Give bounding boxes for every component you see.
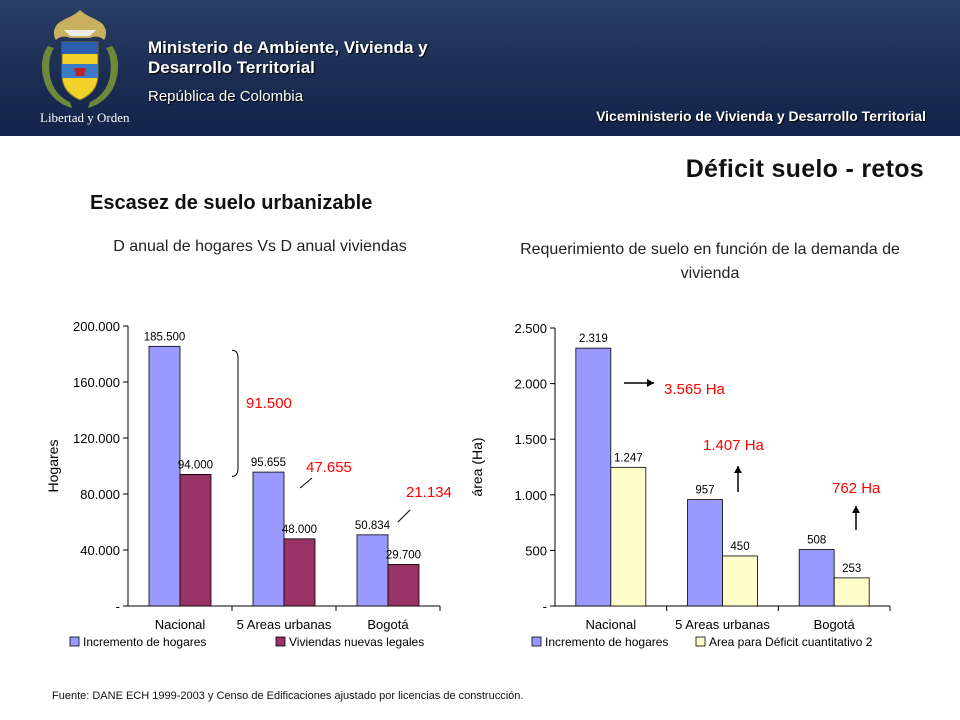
- header-banner: Libertad y Orden Ministerio de Ambiente,…: [0, 0, 960, 136]
- land-annotation: 762 Ha: [832, 480, 881, 497]
- legend-label: Area para Déficit cuantitativo 2: [709, 635, 873, 649]
- y-tick-label: 2.000: [514, 377, 547, 392]
- x-tick-label: Bogotá: [367, 617, 409, 632]
- bar-value-label: 450: [730, 541, 749, 553]
- y-tick-label: 80.000: [80, 487, 120, 502]
- right-chart-title: Requerimiento de suelo en función de la …: [520, 241, 900, 282]
- legend-label: Viviendas nuevas legales: [289, 635, 424, 649]
- land-annotation: 3.565 Ha: [664, 381, 726, 398]
- bar-series2: [387, 564, 420, 607]
- legend-swatch: [695, 636, 706, 647]
- y-tick-label: 2.500: [514, 321, 547, 336]
- difference-annotation: 47.655: [306, 459, 352, 476]
- y-axis-title: área (Ha): [470, 437, 485, 496]
- bar-value-label: 48.000: [282, 524, 317, 536]
- bar-series1: [356, 534, 389, 607]
- crest-caption: Libertad y Orden: [40, 110, 130, 125]
- slide-title: Déficit suelo - retos: [685, 155, 924, 183]
- coat-of-arms-logo: [42, 10, 118, 108]
- bar-value-label: 50.834: [355, 520, 391, 532]
- arrow-head: [852, 506, 860, 513]
- y-tick-label: -: [543, 599, 547, 614]
- bar-series1: [252, 471, 285, 607]
- y-tick-label: -: [116, 599, 120, 614]
- bar-series2: [833, 577, 870, 607]
- households-vs-housing-chart: - 40.000 80.000 120.000 160.000 200.000 Hogare…: [45, 319, 452, 649]
- bar-series1: [687, 499, 723, 607]
- ministry-line-1: Ministerio de Ambiente, Vivienda y: [148, 38, 428, 57]
- bar-value-label: 185.500: [144, 331, 186, 343]
- ministry-line-2: Desarrollo Territorial: [148, 58, 315, 77]
- bar-value-label: 508: [807, 535, 826, 547]
- republic-name: República de Colombia: [148, 88, 304, 105]
- arrow-head: [734, 466, 742, 473]
- difference-bracket: [231, 349, 239, 477]
- bar-value-label: 29.700: [386, 549, 421, 561]
- y-tick-label: 1.500: [514, 432, 547, 447]
- annotation-leader-line: [397, 509, 411, 523]
- source-note: Fuente: DANE ECH 1999-2003 y Censo de Ed…: [52, 690, 524, 702]
- legend-label: Incremento de hogares: [83, 635, 206, 649]
- y-tick-label: 40.000: [80, 543, 120, 558]
- bar-series1: [148, 345, 181, 607]
- bar-value-label: 2.319: [579, 333, 608, 345]
- y-tick-label: 500: [525, 543, 547, 558]
- bar-series1: [798, 549, 835, 607]
- legend-swatch: [275, 636, 286, 647]
- bar-series2: [722, 555, 758, 607]
- legend-swatch: [531, 636, 542, 647]
- bar-series2: [610, 466, 647, 607]
- y-tick-label: 120.000: [73, 431, 120, 446]
- legend-label: Incremento de hogares: [545, 635, 668, 649]
- land-requirement-chart: - 500 1.000 1.500 2.000 2.500 área (Ha) Naciona…: [470, 321, 891, 649]
- bar-value-label: 957: [695, 485, 714, 497]
- ministry-name: Ministerio de Ambiente, Vivienda y Desar…: [148, 38, 428, 78]
- y-tick-label: 1.000: [514, 488, 547, 503]
- y-tick-label: 160.000: [73, 375, 120, 390]
- y-tick-label: 200.000: [73, 319, 120, 334]
- bar-value-label: 253: [842, 563, 861, 575]
- x-tick-label: Nacional: [155, 617, 206, 632]
- bar-value-label: 94.000: [178, 459, 213, 471]
- slide-subtitle: Escasez de suelo urbanizable: [90, 192, 373, 214]
- bar-series2: [179, 473, 212, 607]
- arrow-head: [647, 379, 654, 387]
- x-tick-label: Nacional: [586, 617, 637, 632]
- bar-series1: [575, 347, 612, 607]
- difference-annotation: 91.500: [246, 395, 292, 412]
- land-annotation: 1.407 Ha: [703, 437, 765, 454]
- y-axis-title: Hogares: [45, 440, 61, 493]
- bar-value-label: 95.655: [251, 457, 286, 469]
- difference-annotation: 21.134: [406, 484, 452, 501]
- left-chart-title: D anual de hogares Vs D anual viviendas: [113, 238, 407, 255]
- x-tick-label: Bogotá: [814, 617, 856, 632]
- bar-value-label: 1.247: [614, 452, 643, 464]
- bar-series2: [283, 538, 316, 607]
- x-tick-label: 5 Areas urbanas: [675, 617, 770, 632]
- annotation-leader-line: [299, 477, 313, 489]
- x-tick-label: 5 Areas urbanas: [237, 617, 332, 632]
- viceministry-name: Viceministerio de Vivienda y Desarrollo …: [596, 108, 926, 124]
- legend-swatch: [69, 636, 80, 647]
